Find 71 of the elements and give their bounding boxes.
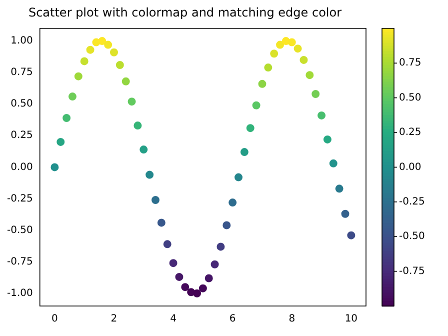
- point: [98, 37, 106, 46]
- point: [110, 48, 118, 56]
- point: [252, 101, 260, 110]
- point: [128, 98, 136, 106]
- color-bar-label: -0.75: [399, 266, 425, 277]
- point: [329, 159, 338, 168]
- color-bar-label: -0.25: [399, 196, 425, 208]
- point: [175, 272, 184, 281]
- point: [152, 196, 160, 204]
- point: [163, 240, 172, 248]
- x-tick-label: 10: [344, 314, 358, 325]
- point: [62, 114, 71, 122]
- color-bar-label: 0.00: [399, 162, 422, 173]
- point: [56, 138, 65, 146]
- x-tick-label: 8: [288, 314, 296, 325]
- point: [270, 50, 278, 58]
- point: [210, 260, 219, 268]
- point: [222, 221, 231, 230]
- point: [146, 170, 154, 179]
- point: [204, 274, 213, 282]
- point: [258, 80, 266, 88]
- point: [288, 38, 296, 46]
- point: [347, 231, 356, 240]
- color-bar-label: -0.50: [399, 231, 425, 242]
- point: [228, 198, 237, 207]
- color-bar-label: 0.25: [399, 127, 422, 138]
- point: [318, 111, 326, 120]
- point: [246, 124, 254, 132]
- color-bar-label: 0.75: [399, 58, 422, 69]
- point: [50, 163, 59, 172]
- point: [198, 284, 207, 292]
- y-tick-label: -0.25: [7, 193, 33, 204]
- x-tick-label: 0: [52, 314, 58, 325]
- y-tick-label: -1.00: [7, 288, 33, 299]
- point: [264, 64, 272, 72]
- point: [157, 218, 166, 227]
- point: [335, 184, 344, 193]
- y-tick-label: 0.00: [10, 162, 33, 173]
- y-tick-label: -0.50: [7, 224, 33, 236]
- point: [193, 289, 202, 298]
- point: [234, 173, 243, 182]
- point: [312, 90, 320, 98]
- point: [276, 40, 284, 49]
- point: [74, 72, 82, 80]
- y-tick-label: 0.75: [10, 67, 33, 78]
- x-tick-label: 6: [229, 314, 236, 325]
- point: [306, 71, 314, 80]
- point: [341, 210, 350, 218]
- y-tick-label: 0.50: [10, 98, 33, 110]
- point: [80, 57, 88, 66]
- point: [68, 92, 76, 101]
- color-bar-label: 0.50: [399, 92, 422, 104]
- point: [240, 148, 248, 156]
- point: [181, 283, 190, 292]
- chart-title: Scatter plot with colormap and matching edge color: [28, 5, 342, 20]
- point: [294, 44, 302, 53]
- y-tick-label: 0.25: [10, 130, 33, 142]
- point: [169, 259, 178, 268]
- point: [104, 40, 112, 49]
- x-tick-label: 4: [170, 314, 176, 325]
- point: [300, 56, 308, 64]
- point: [122, 77, 130, 86]
- point: [86, 46, 94, 54]
- y-tick-label: 1.00: [10, 36, 33, 47]
- point: [216, 242, 225, 251]
- y-tick-label: -0.75: [7, 256, 33, 268]
- point: [116, 60, 124, 69]
- point: [140, 146, 148, 154]
- x-tick-label: 2: [110, 314, 118, 325]
- point: [323, 135, 332, 144]
- point: [134, 122, 142, 130]
